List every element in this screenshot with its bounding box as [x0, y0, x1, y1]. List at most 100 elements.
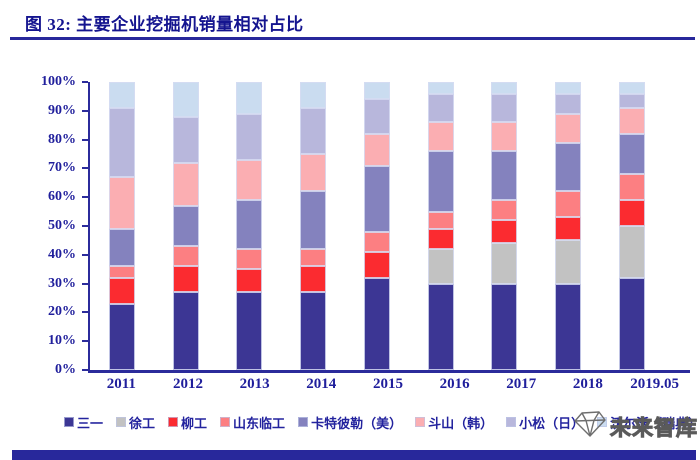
y-tick-mark	[82, 167, 88, 170]
y-tick-label: 0%	[55, 362, 76, 377]
segment-volvo	[427, 82, 454, 94]
stacked-bar-2012	[172, 82, 199, 370]
stacked-bar-2017	[491, 82, 518, 370]
y-tick-label: 50%	[48, 218, 76, 233]
segment-volvo	[619, 82, 645, 94]
legend-swatch-icon	[220, 417, 231, 427]
y-tick-mark	[82, 253, 88, 256]
segment-sdlg	[172, 246, 199, 267]
legend-swatch-icon	[168, 417, 179, 427]
segment-caterpillar	[491, 151, 518, 201]
segment-doosan	[236, 159, 263, 201]
y-tick-label: 40%	[48, 246, 76, 262]
legend-item-komatsu: 小松（日）	[506, 413, 584, 432]
y-tick-label: 90%	[48, 102, 76, 118]
stacked-bar-2019.05	[619, 82, 645, 370]
x-tick-label: 2016	[439, 376, 470, 392]
y-tick-label: 10%	[48, 333, 76, 349]
segment-liugong	[427, 228, 454, 250]
y-tick-label: 100%	[41, 74, 76, 89]
segment-sany	[108, 303, 135, 370]
segment-doosan	[555, 113, 582, 143]
legend-label: 徐工	[129, 415, 156, 431]
legend-item-liugong: 柳工	[168, 413, 207, 432]
legend-swatch-icon	[506, 417, 517, 427]
segment-doosan	[172, 162, 199, 206]
y-tick-mark	[82, 138, 88, 141]
segment-caterpillar	[619, 133, 645, 175]
segment-caterpillar	[172, 205, 199, 247]
x-tick-label: 2018	[572, 376, 603, 392]
legend-item-xcmg: 徐工	[116, 413, 155, 432]
plot-area	[82, 81, 690, 373]
legend-label: 小松（日）	[519, 415, 585, 431]
segment-komatsu	[300, 107, 327, 155]
segment-caterpillar	[300, 191, 327, 250]
segment-caterpillar	[555, 142, 582, 192]
x-tick-label: 2017	[506, 376, 537, 392]
stacked-bar-2016	[427, 82, 454, 370]
segment-sany	[236, 292, 263, 370]
segment-sany	[555, 283, 582, 370]
stacked-bar-2013	[236, 82, 263, 370]
legend-label: 柳工	[181, 415, 208, 431]
segment-liugong	[108, 277, 135, 304]
segment-sany	[300, 292, 327, 370]
chart-legend: 三一 徐工 柳工 山东临工 卡特彼勒（美） 斗山（韩） 小松（日） 沃尔沃（瑞典）	[64, 412, 700, 432]
segment-sany	[619, 277, 645, 370]
bar-row	[90, 82, 690, 370]
segment-komatsu	[555, 93, 582, 114]
y-tick-label: 30%	[48, 275, 76, 291]
legend-item-doosan: 斗山（韩）	[415, 413, 493, 432]
segment-xcmg	[619, 226, 645, 278]
segment-volvo	[236, 82, 263, 114]
segment-komatsu	[427, 93, 454, 123]
legend-label: 斗山（韩）	[428, 415, 494, 431]
segment-liugong	[619, 200, 645, 227]
y-tick-mark	[82, 81, 88, 83]
segment-sdlg	[363, 231, 390, 252]
segment-volvo	[555, 82, 582, 94]
segment-volvo	[108, 82, 135, 108]
segment-caterpillar	[108, 228, 135, 267]
segment-komatsu	[236, 113, 263, 160]
legend-item-volvo: 沃尔沃（瑞典）	[597, 413, 700, 432]
segment-sany	[491, 283, 518, 370]
y-tick-label: 80%	[48, 131, 76, 147]
segment-liugong	[555, 217, 582, 241]
legend-item-sany: 三一	[64, 413, 103, 432]
legend-swatch-icon	[597, 417, 608, 427]
segment-volvo	[491, 82, 518, 94]
segment-komatsu	[363, 99, 390, 134]
segment-volvo	[363, 82, 390, 100]
segment-sdlg	[491, 200, 518, 221]
segment-volvo	[300, 82, 327, 108]
legend-label: 三一	[77, 415, 104, 431]
segment-sdlg	[108, 266, 135, 278]
x-tick-label: 2011	[106, 376, 136, 392]
segment-sdlg	[236, 249, 263, 270]
segment-sany	[172, 292, 199, 370]
segment-komatsu	[619, 93, 645, 108]
x-tick-label: 2012	[172, 376, 203, 392]
segment-komatsu	[108, 107, 135, 178]
segment-volvo	[172, 82, 199, 117]
segment-doosan	[619, 107, 645, 134]
segment-liugong	[236, 269, 263, 293]
segment-doosan	[491, 122, 518, 152]
legend-label: 卡特彼勒（美）	[311, 415, 403, 431]
segment-caterpillar	[427, 151, 454, 212]
y-tick-mark	[82, 369, 88, 371]
y-tick-label: 60%	[48, 189, 76, 205]
stacked-bar-2015	[363, 82, 390, 370]
x-tick-label: 2014	[306, 376, 337, 392]
y-tick-label: 20%	[48, 304, 76, 320]
segment-doosan	[300, 154, 327, 192]
segment-xcmg	[427, 249, 454, 284]
title-rule	[10, 37, 695, 40]
segment-doosan	[108, 177, 135, 229]
segment-doosan	[427, 122, 454, 152]
y-tick-mark	[82, 311, 88, 314]
segment-sdlg	[555, 191, 582, 218]
x-tick-label: 2013	[239, 376, 270, 392]
